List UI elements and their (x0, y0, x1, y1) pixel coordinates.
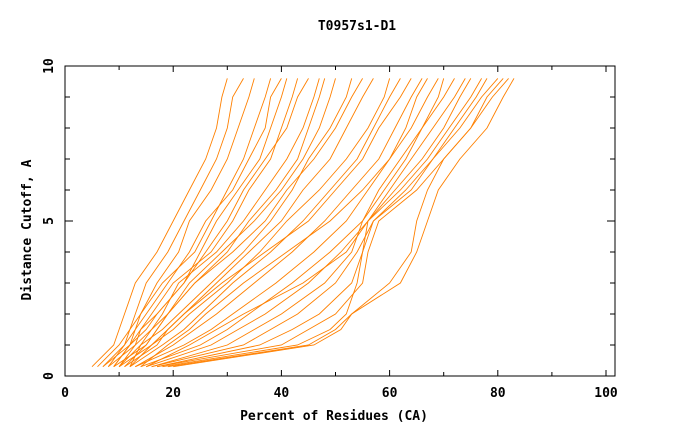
series-line-12 (124, 78, 363, 368)
series-line-14 (129, 78, 412, 368)
series-line-15 (135, 78, 423, 368)
series-line-21 (151, 78, 455, 368)
series-line-4 (102, 78, 272, 368)
series-line-26 (167, 78, 509, 368)
x-tick-label: 60 (382, 386, 398, 401)
series-line-11 (124, 78, 374, 368)
x-tick-label: 80 (490, 386, 506, 401)
y-tick-label: 10 (42, 58, 57, 74)
series-lines (91, 78, 515, 368)
series-line-18 (140, 78, 445, 368)
series-line-29 (129, 78, 336, 367)
x-tick-label: 40 (274, 386, 290, 401)
series-line-5 (107, 78, 282, 367)
series-line-28 (118, 78, 391, 368)
series-line-24 (156, 78, 504, 368)
chart-title: T0957s1-D1 (318, 19, 396, 34)
series-line-17 (140, 78, 439, 368)
y-axis-label: Distance Cutoff, A (20, 159, 35, 300)
x-tick-labels: 0 20 40 60 80 100 (61, 386, 618, 401)
series-line-30 (113, 78, 288, 367)
x-tick-label: 20 (165, 386, 181, 401)
y-tick-label: 0 (42, 372, 57, 380)
series-line-7 (113, 78, 309, 367)
series-line-2 (97, 78, 244, 368)
x-tick-label: 100 (594, 386, 618, 401)
y-tick-label: 5 (42, 217, 57, 225)
series-line-19 (146, 78, 466, 368)
axis-ticks (64, 65, 615, 377)
series-line-20 (145, 78, 472, 368)
series-line-10 (118, 78, 353, 368)
y-tick-labels: 0 5 10 (42, 58, 57, 380)
series-line-23 (156, 78, 499, 368)
series-line-25 (162, 78, 482, 368)
series-line-6 (108, 78, 299, 368)
series-line-9 (118, 78, 320, 367)
x-tick-label: 0 (61, 386, 69, 401)
series-line-16 (135, 78, 428, 368)
series-line-1 (91, 78, 228, 368)
x-axis-label: Percent of Residues (CA) (240, 409, 428, 424)
series-line-27 (173, 78, 515, 368)
series-line-3 (102, 78, 255, 368)
